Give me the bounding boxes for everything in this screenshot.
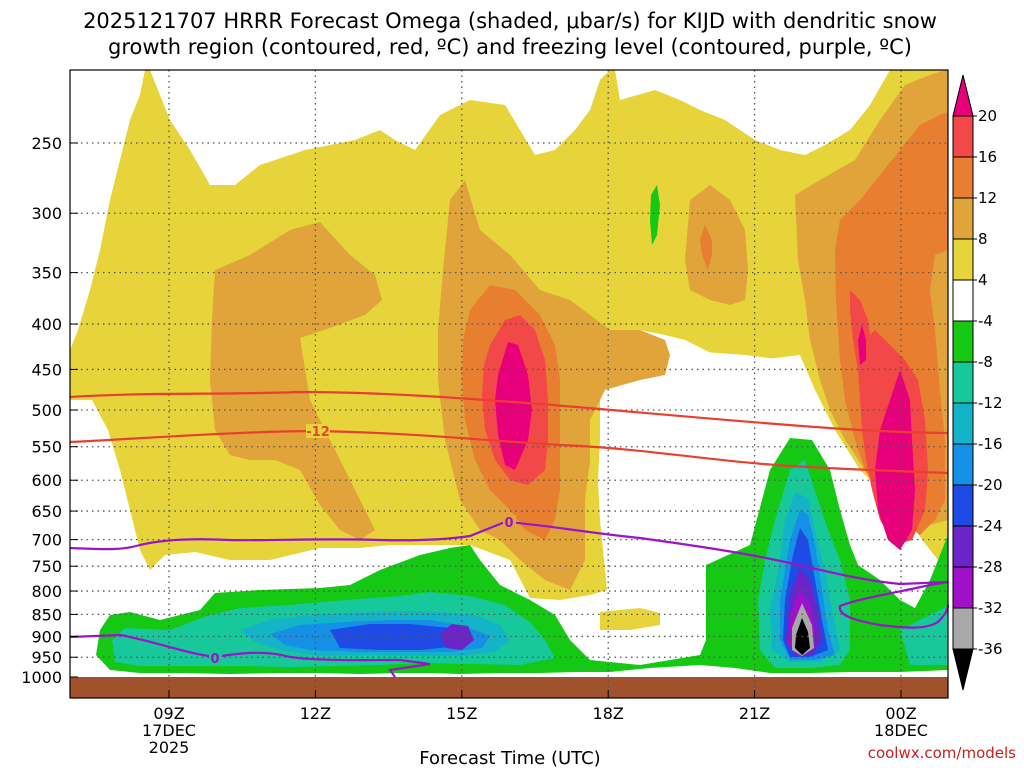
x-tick-label: 15Z (446, 704, 477, 723)
contour-label-minus-12: -12 (306, 425, 330, 440)
colorbar-swatch (952, 320, 974, 363)
y-tick-label: 550 (31, 438, 62, 457)
x-tick-label: 18Z (593, 704, 624, 723)
colorbar-swatch (952, 443, 974, 486)
colorbar-swatch (952, 115, 974, 158)
colorbar-label: -8 (978, 353, 993, 371)
contour-label-bg (306, 424, 330, 438)
x-tick-label: 12Z (300, 704, 331, 723)
freezing-level-contours (69, 520, 950, 678)
colorbar-label: 16 (978, 148, 997, 166)
contour-label-bg (503, 515, 516, 529)
colorbar-label: 8 (978, 230, 988, 248)
colorbar-label: 12 (978, 189, 997, 207)
colorbar-label: -4 (978, 312, 993, 330)
y-tick-label: 400 (31, 315, 62, 334)
y-tick-label: 1000 (21, 668, 62, 687)
contour-label-zero-lower: 0 (210, 652, 219, 667)
colorbar-label: -32 (978, 599, 1003, 617)
colorbar-swatch (952, 156, 974, 199)
colorbar-swatch (952, 484, 974, 527)
y-tick-label: 600 (31, 471, 62, 490)
y-axis: 250 300 350 400 450 500 550 600 650 700 750 800 850 9… (21, 134, 78, 687)
chart-title-line1: 2025121707 HRRR Forecast Omega (shaded, … (83, 9, 937, 33)
y-tick-label: 300 (31, 204, 62, 223)
x-tick-label: 09Z (153, 704, 184, 723)
colorbar-label: 20 (978, 107, 997, 125)
y-tick-label: 950 (31, 648, 62, 667)
minus-12-isotherm (69, 390, 949, 435)
x-tick-label: 00Z (885, 704, 916, 723)
x-tick-label: 17DEC (142, 721, 196, 740)
colorbar-label: -28 (978, 558, 1003, 576)
colorbar-swatch (952, 238, 974, 281)
contour-label-zero-upper: 0 (504, 516, 513, 531)
y-tick-label: 750 (31, 557, 62, 576)
omega-field (70, 70, 948, 698)
colorbar: 20 16 12 8 4 -4 -8 -12 -16 -20 -24 -28 -32 -36 (952, 74, 1003, 691)
colorbar-swatch (952, 361, 974, 404)
y-tick-label: 900 (31, 627, 62, 646)
colorbar-swatch (952, 279, 974, 322)
y-tick-label: 650 (31, 502, 62, 521)
colorbar-label: 4 (978, 271, 988, 289)
freezing-level-upper (69, 520, 949, 586)
freezing-level-loop (838, 580, 950, 629)
freezing-level-lower (69, 633, 431, 678)
colorbar-swatch (952, 648, 974, 691)
y-tick-label: 700 (31, 531, 62, 550)
rising-motion-shading (70, 70, 948, 630)
colorbar-label: -36 (978, 640, 1003, 658)
watermark: coolwx.com/models (868, 744, 1016, 762)
contour-labels: -12 0 0 (209, 424, 516, 667)
y-tick-label: 450 (31, 360, 62, 379)
colorbar-label: -20 (978, 476, 1003, 494)
colorbar-swatch (952, 525, 974, 568)
colorbar-swatch (952, 74, 974, 117)
minus-18-isotherm (69, 429, 949, 475)
chart-title-line2: growth region (contoured, red, ºC) and f… (108, 35, 912, 59)
colorbar-label: -16 (978, 435, 1003, 453)
colorbar-swatch (952, 566, 974, 609)
colorbar-swatch (952, 402, 974, 445)
y-tick-label: 850 (31, 605, 62, 624)
contour-label-bg (209, 651, 222, 665)
colorbar-swatch (952, 197, 974, 240)
y-tick-label: 500 (31, 401, 62, 420)
colorbar-swatch (952, 607, 974, 650)
colorbar-label: -12 (978, 394, 1003, 412)
y-tick-label: 800 (31, 582, 62, 601)
y-tick-label: 250 (31, 134, 62, 153)
plot-frame (69, 69, 949, 699)
ground-strip (70, 677, 948, 698)
x-tick-label: 21Z (739, 704, 770, 723)
x-tick-label: 18DEC (874, 721, 928, 740)
sinking-motion-shading (96, 185, 948, 674)
colorbar-label: -24 (978, 517, 1003, 535)
x-tick-label: 2025 (149, 738, 190, 757)
dendritic-growth-contours (69, 390, 949, 475)
y-tick-label: 350 (31, 264, 62, 283)
x-axis-title: Forecast Time (UTC) (419, 748, 600, 768)
